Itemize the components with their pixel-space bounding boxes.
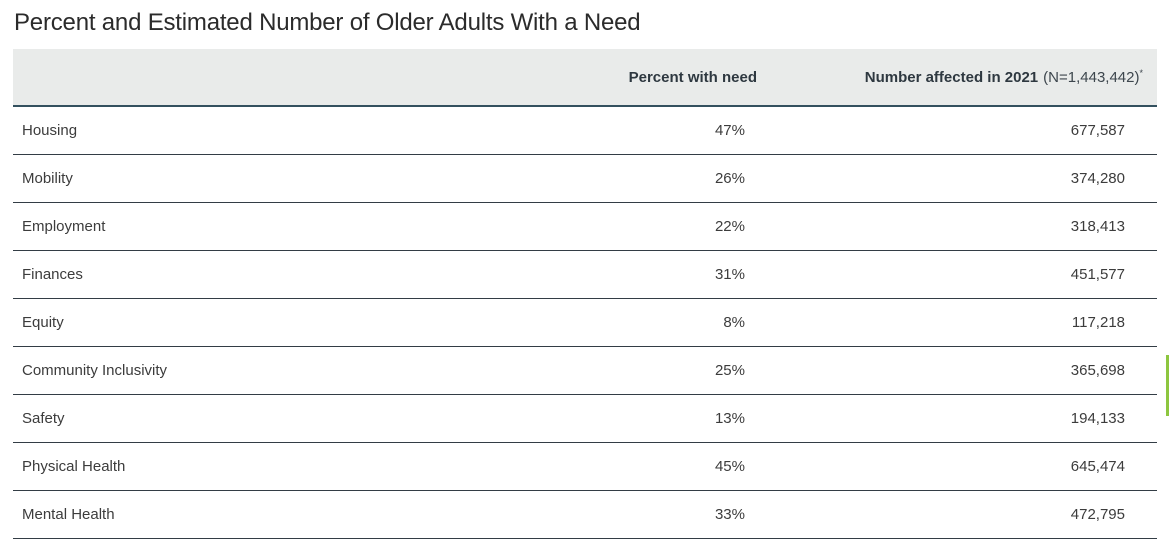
- row-category: Equity: [22, 314, 64, 331]
- row-category: Safety: [22, 410, 65, 427]
- table-row: Community Inclusivity 25% 365,698: [13, 347, 1157, 395]
- column-header-number-label: Number affected in 2021: [864, 68, 1039, 86]
- row-number: 318,413: [1070, 218, 1125, 235]
- feedback-widget-edge[interactable]: [1166, 355, 1169, 416]
- row-number: 645,474: [1070, 458, 1125, 475]
- row-category: Finances: [22, 266, 83, 283]
- table-row: Mental Health 33% 472,795: [13, 491, 1157, 539]
- row-number: 472,795: [1070, 506, 1125, 523]
- row-number: 677,587: [1070, 122, 1125, 139]
- row-percent: 33%: [714, 506, 745, 523]
- row-percent: 47%: [714, 122, 745, 139]
- page-title: Percent and Estimated Number of Older Ad…: [14, 9, 641, 36]
- table-row: Physical Health 45% 645,474: [13, 443, 1157, 491]
- table-row: Mobility 26% 374,280: [13, 155, 1157, 203]
- row-category: Community Inclusivity: [22, 362, 168, 379]
- row-category: Housing: [22, 122, 78, 139]
- column-header-number: Number affected in 2021 (N=1,443,442)*: [757, 67, 1157, 86]
- table-row: Equity 8% 117,218: [13, 299, 1157, 347]
- row-percent: 22%: [714, 218, 745, 235]
- row-number: 194,133: [1070, 410, 1125, 427]
- row-percent: 8%: [723, 314, 745, 331]
- table-header-row: Percent with need Number affected in 202…: [13, 49, 1157, 107]
- row-percent: 25%: [714, 362, 745, 379]
- row-category: Employment: [22, 218, 106, 235]
- row-number: 365,698: [1070, 362, 1125, 379]
- row-percent: 45%: [714, 458, 745, 475]
- table-row: Housing 47% 677,587: [13, 107, 1157, 155]
- needs-table: Percent with need Number affected in 202…: [13, 49, 1157, 539]
- column-header-number-note: (N=1,443,442): [1043, 68, 1140, 86]
- row-number: 117,218: [1071, 314, 1125, 331]
- column-header-percent: Percent with need: [628, 68, 757, 86]
- row-percent: 13%: [714, 410, 745, 427]
- row-category: Mental Health: [22, 506, 115, 523]
- table-row: Safety 13% 194,133: [13, 395, 1157, 443]
- table-row: Employment 22% 318,413: [13, 203, 1157, 251]
- row-category: Mobility: [22, 170, 73, 187]
- row-percent: 26%: [714, 170, 745, 187]
- footnote-asterisk: *: [1139, 67, 1143, 78]
- row-percent: 31%: [714, 266, 745, 283]
- table-row: Finances 31% 451,577: [13, 251, 1157, 299]
- row-number: 451,577: [1070, 266, 1125, 283]
- row-category: Physical Health: [22, 458, 126, 475]
- row-number: 374,280: [1070, 170, 1125, 187]
